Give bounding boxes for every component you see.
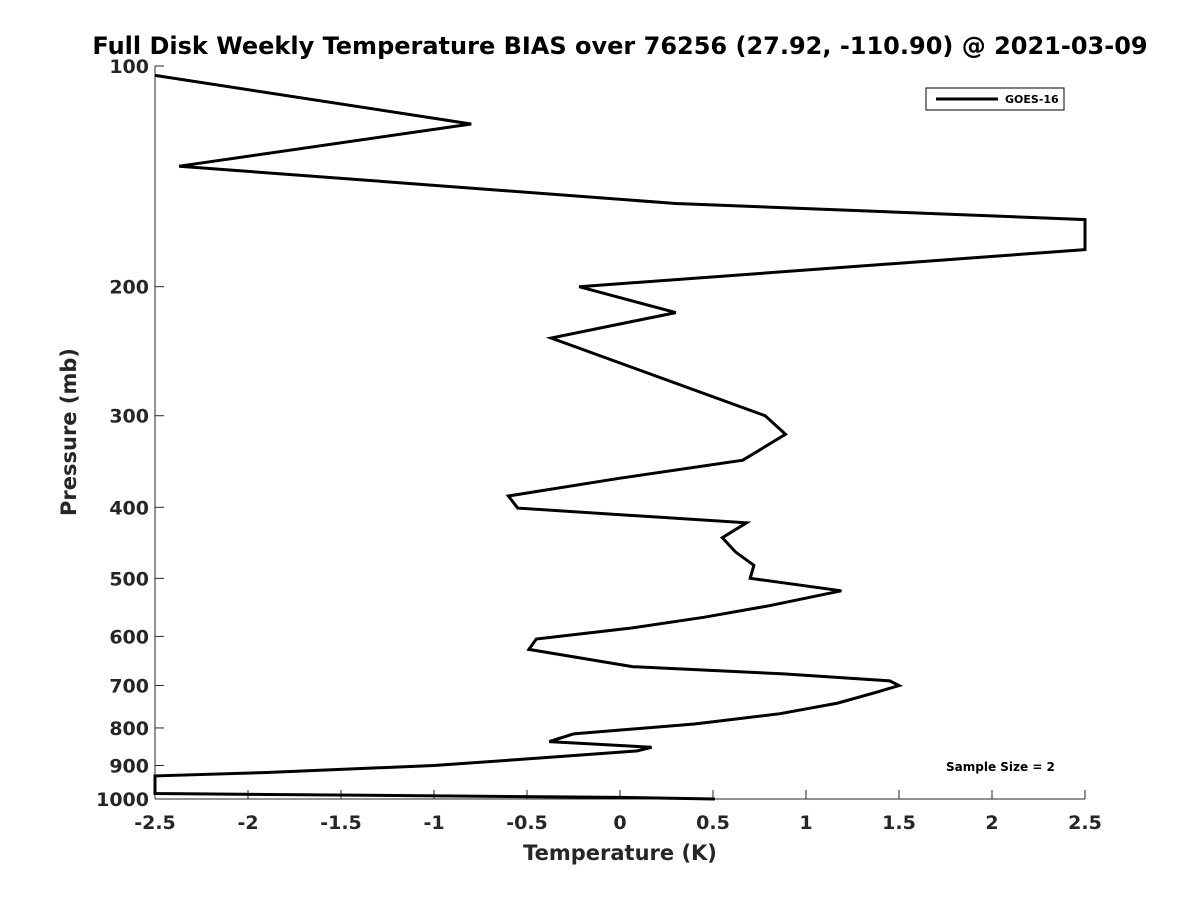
x-tick-label: 2.5 [1068, 812, 1102, 834]
y-tick-label: 500 [109, 568, 149, 590]
y-tick-label: 900 [109, 755, 149, 777]
x-tick-label: -1 [423, 812, 444, 834]
x-tick-label: -2.5 [134, 812, 176, 834]
y-tick-label: 300 [109, 406, 149, 428]
y-tick-label: 1000 [96, 789, 149, 811]
plot-area: -2.5 -2 -1.5 -1 -0.5 0 0.5 1 1.5 2 2.5 100 200 300 400… [96, 56, 1102, 834]
chart-title: Full Disk Weekly Temperature BIAS over 7… [92, 32, 1147, 60]
x-tick-label: 1.5 [882, 812, 916, 834]
y-tick-label: 400 [109, 497, 149, 519]
x-tick-label: -2 [237, 812, 258, 834]
y-tick-label: 700 [109, 675, 149, 697]
y-tick-label: 100 [109, 56, 149, 78]
legend-label: GOES-16 [1005, 93, 1059, 106]
x-tick-label: 2 [985, 812, 998, 834]
legend: GOES-16 [925, 87, 1065, 111]
y-axis-label: Pressure (mb) [57, 348, 81, 516]
x-tick-label: 1 [799, 812, 812, 834]
y-tick-label: 600 [109, 626, 149, 648]
sample-size-annotation: Sample Size = 2 [946, 760, 1055, 774]
y-tick-label: 200 [109, 277, 149, 299]
x-axis-label: Temperature (K) [523, 841, 717, 865]
y-tick-label: 800 [109, 718, 149, 740]
series-line-goes-16 [153, 73, 1087, 801]
x-tick-label: 0.5 [696, 812, 730, 834]
x-tick-label: -0.5 [506, 812, 548, 834]
x-tick-label: -1.5 [320, 812, 362, 834]
x-tick-label: 0 [613, 812, 626, 834]
